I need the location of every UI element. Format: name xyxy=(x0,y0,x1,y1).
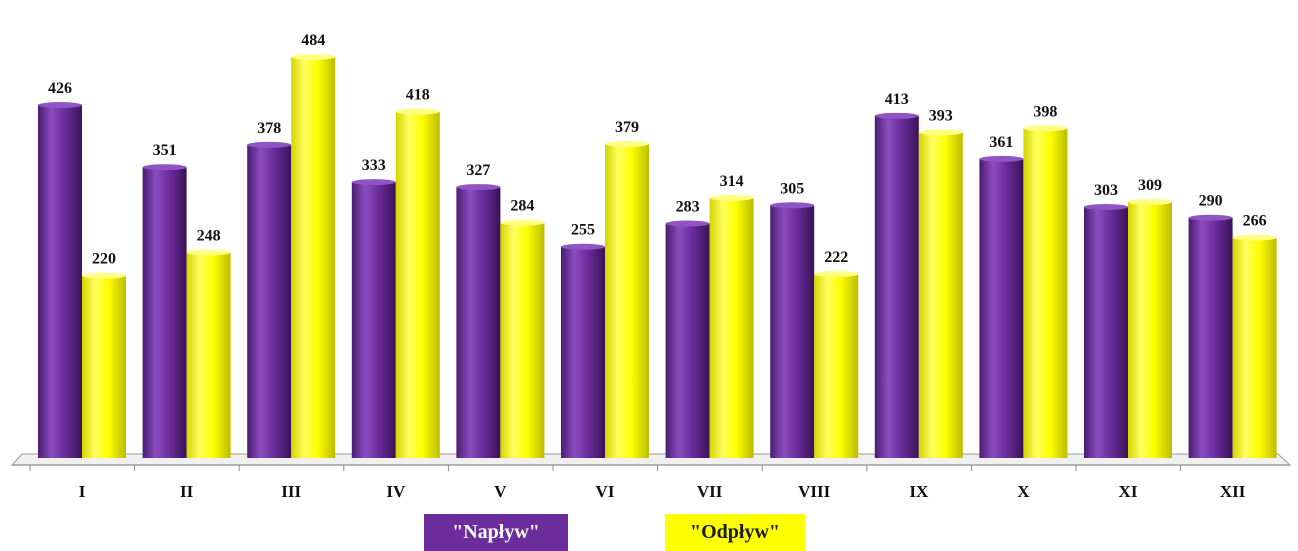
bar-odplyw-IV xyxy=(395,111,440,458)
data-label-odplyw-VII: 314 xyxy=(720,173,744,190)
bar-naplyw-II xyxy=(142,167,187,458)
bar-cap-naplyw-XI xyxy=(1084,203,1128,210)
data-label-naplyw-II: 351 xyxy=(153,142,177,159)
x-tick-label-X: X xyxy=(1017,482,1030,501)
bar-cap-naplyw-II xyxy=(142,164,187,171)
bar-naplyw-VII xyxy=(665,223,710,458)
bar-cap-naplyw-VI xyxy=(561,243,605,250)
bar-cap-naplyw-VII xyxy=(665,220,710,227)
bar-cap-odplyw-XII xyxy=(1232,234,1277,241)
legend-naplyw: "Napływ" xyxy=(424,514,568,551)
bar-cap-odplyw-I xyxy=(82,272,126,279)
data-label-naplyw-VI: 255 xyxy=(571,222,595,239)
bar-naplyw-VI xyxy=(561,246,605,458)
bar-odplyw-XII xyxy=(1232,237,1277,458)
bar-cap-naplyw-X xyxy=(979,155,1024,162)
data-label-naplyw-X: 361 xyxy=(989,134,1013,151)
bar-cap-naplyw-I xyxy=(38,102,82,109)
bar-naplyw-XII xyxy=(1188,217,1233,458)
data-label-odplyw-I: 220 xyxy=(92,251,116,268)
bar-naplyw-I xyxy=(38,105,82,459)
data-label-naplyw-VII: 283 xyxy=(676,199,700,216)
bar-cap-odplyw-VIII xyxy=(814,271,859,278)
data-label-odplyw-XI: 309 xyxy=(1138,177,1162,194)
data-label-odplyw-II: 248 xyxy=(197,228,221,245)
bar-odplyw-III xyxy=(291,57,336,458)
bar-cap-odplyw-V xyxy=(500,219,545,226)
bar-cap-odplyw-VI xyxy=(605,140,649,147)
x-tick-label-IV: IV xyxy=(386,482,406,501)
bar-cap-odplyw-VII xyxy=(709,194,754,201)
x-tick-label-VIII: VIII xyxy=(798,482,831,501)
bar-naplyw-VIII xyxy=(770,205,815,458)
bar-cap-naplyw-XII xyxy=(1188,214,1233,221)
bar-odplyw-XI xyxy=(1128,201,1172,458)
bar-naplyw-X xyxy=(979,158,1024,458)
bar-cap-odplyw-II xyxy=(186,249,231,256)
bar-odplyw-X xyxy=(1023,128,1068,458)
data-label-naplyw-IX: 413 xyxy=(885,91,909,108)
bar-cap-naplyw-V xyxy=(456,184,501,191)
data-label-naplyw-XII: 290 xyxy=(1199,193,1223,210)
labels-group: 426 220 351 248 378 484 333 418 327 284 255 379 283 3… xyxy=(48,32,1267,268)
bar-cap-naplyw-VIII xyxy=(770,202,815,209)
bar-odplyw-I xyxy=(82,275,126,458)
data-label-naplyw-XI: 303 xyxy=(1094,182,1118,199)
data-label-naplyw-V: 327 xyxy=(466,162,490,179)
bar-cap-odplyw-X xyxy=(1023,125,1068,132)
bar-cap-naplyw-IX xyxy=(874,112,919,119)
bar-naplyw-XI xyxy=(1084,206,1128,458)
bar-naplyw-III xyxy=(247,144,292,458)
bar-odplyw-VI xyxy=(605,143,649,458)
data-label-odplyw-IV: 418 xyxy=(406,87,430,104)
data-label-naplyw-IV: 333 xyxy=(362,157,386,174)
bar-odplyw-V xyxy=(500,222,545,458)
bar-cap-odplyw-XI xyxy=(1128,198,1172,205)
data-label-odplyw-VIII: 222 xyxy=(824,249,848,266)
bar-naplyw-IX xyxy=(874,115,919,458)
bar-odplyw-VII xyxy=(709,197,754,458)
x-axis: I II III IV V VI VII VIII IX X XI XII xyxy=(29,465,1246,501)
bar-odplyw-VIII xyxy=(814,274,859,458)
data-label-naplyw-I: 426 xyxy=(48,80,72,97)
bar-cap-naplyw-IV xyxy=(351,179,396,186)
bars-group xyxy=(38,54,1277,459)
data-label-odplyw-X: 398 xyxy=(1033,103,1057,120)
data-label-odplyw-IX: 393 xyxy=(929,107,953,124)
x-tick-label-XII: XII xyxy=(1220,482,1246,501)
data-label-odplyw-V: 284 xyxy=(510,198,534,215)
data-label-odplyw-III: 484 xyxy=(301,32,325,49)
data-label-odplyw-XII: 266 xyxy=(1243,213,1267,230)
data-label-odplyw-VI: 379 xyxy=(615,119,639,136)
data-label-naplyw-VIII: 305 xyxy=(780,180,804,197)
bar-cap-odplyw-IV xyxy=(395,108,440,115)
x-tick-label-VII: VII xyxy=(697,482,723,501)
x-tick-label-V: V xyxy=(494,482,507,501)
bar-odplyw-II xyxy=(186,252,231,458)
x-tick-label-IX: IX xyxy=(909,482,929,501)
x-tick-label-I: I xyxy=(79,482,86,501)
x-tick-label-III: III xyxy=(281,482,301,501)
x-tick-label-XI: XI xyxy=(1119,482,1138,501)
x-tick-label-II: II xyxy=(180,482,194,501)
bar-cap-naplyw-III xyxy=(247,141,292,148)
bar-naplyw-IV xyxy=(351,182,396,458)
legend-odplyw: "Odpływ" xyxy=(665,514,805,551)
bar-odplyw-IX xyxy=(918,132,963,458)
bar-cap-odplyw-IX xyxy=(918,129,963,136)
data-label-naplyw-III: 378 xyxy=(257,120,281,137)
x-tick-label-VI: VI xyxy=(596,482,615,501)
bar-naplyw-V xyxy=(456,187,501,458)
bar-cap-odplyw-III xyxy=(291,54,336,61)
